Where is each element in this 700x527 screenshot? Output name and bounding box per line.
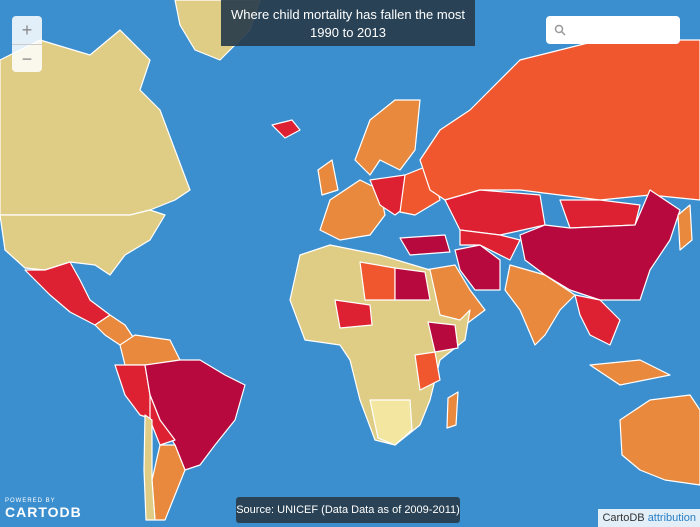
- usa: [0, 209, 166, 276]
- western-europe: [319, 179, 386, 241]
- egypt: [394, 267, 431, 301]
- niger: [334, 299, 373, 329]
- attribution-link[interactable]: attribution: [647, 512, 696, 524]
- subtitle-line: 1990 to 2013: [310, 25, 386, 40]
- bolivia: [149, 394, 176, 446]
- russia: [419, 39, 700, 201]
- australia: [619, 394, 700, 486]
- provider: CartoDB: [602, 512, 645, 524]
- kazakhstan: [444, 189, 546, 236]
- southeast-asia: [574, 294, 621, 346]
- zoom-control: + −: [12, 16, 42, 72]
- zoom-out[interactable]: −: [21, 49, 33, 69]
- powered-by: POWERED BY: [5, 498, 56, 504]
- search-icon: [554, 24, 566, 36]
- attribution: CartoDB attribution: [598, 509, 700, 527]
- ethiopia: [427, 321, 459, 353]
- title-line: Where child mortality has fallen the mos…: [230, 7, 466, 22]
- zoom-in[interactable]: +: [12, 16, 42, 45]
- logo[interactable]: CARTODB: [5, 504, 82, 520]
- source-note: Source: UNICEF (Data Data as of 2009-201…: [236, 497, 460, 523]
- indonesia: [589, 359, 671, 386]
- central-asia: [459, 229, 521, 261]
- mexico: [24, 261, 111, 326]
- iceland: [271, 119, 301, 139]
- search-box[interactable]: [546, 16, 680, 44]
- branding: POWERED BY CARTODB: [5, 498, 82, 520]
- uk: [317, 159, 339, 196]
- east-africa: [414, 351, 441, 391]
- map-title: Where child mortality has fallen the mos…: [221, 0, 475, 46]
- southern-africa: [369, 399, 413, 446]
- mongolia: [559, 199, 641, 229]
- japan: [677, 204, 693, 251]
- libya: [359, 261, 396, 301]
- chile: [143, 414, 156, 521]
- argentina: [151, 444, 186, 521]
- india: [504, 264, 576, 346]
- colombia-venezuela: [119, 334, 181, 366]
- turkey: [399, 234, 451, 256]
- madagascar: [446, 391, 459, 429]
- scandinavia: [354, 99, 421, 176]
